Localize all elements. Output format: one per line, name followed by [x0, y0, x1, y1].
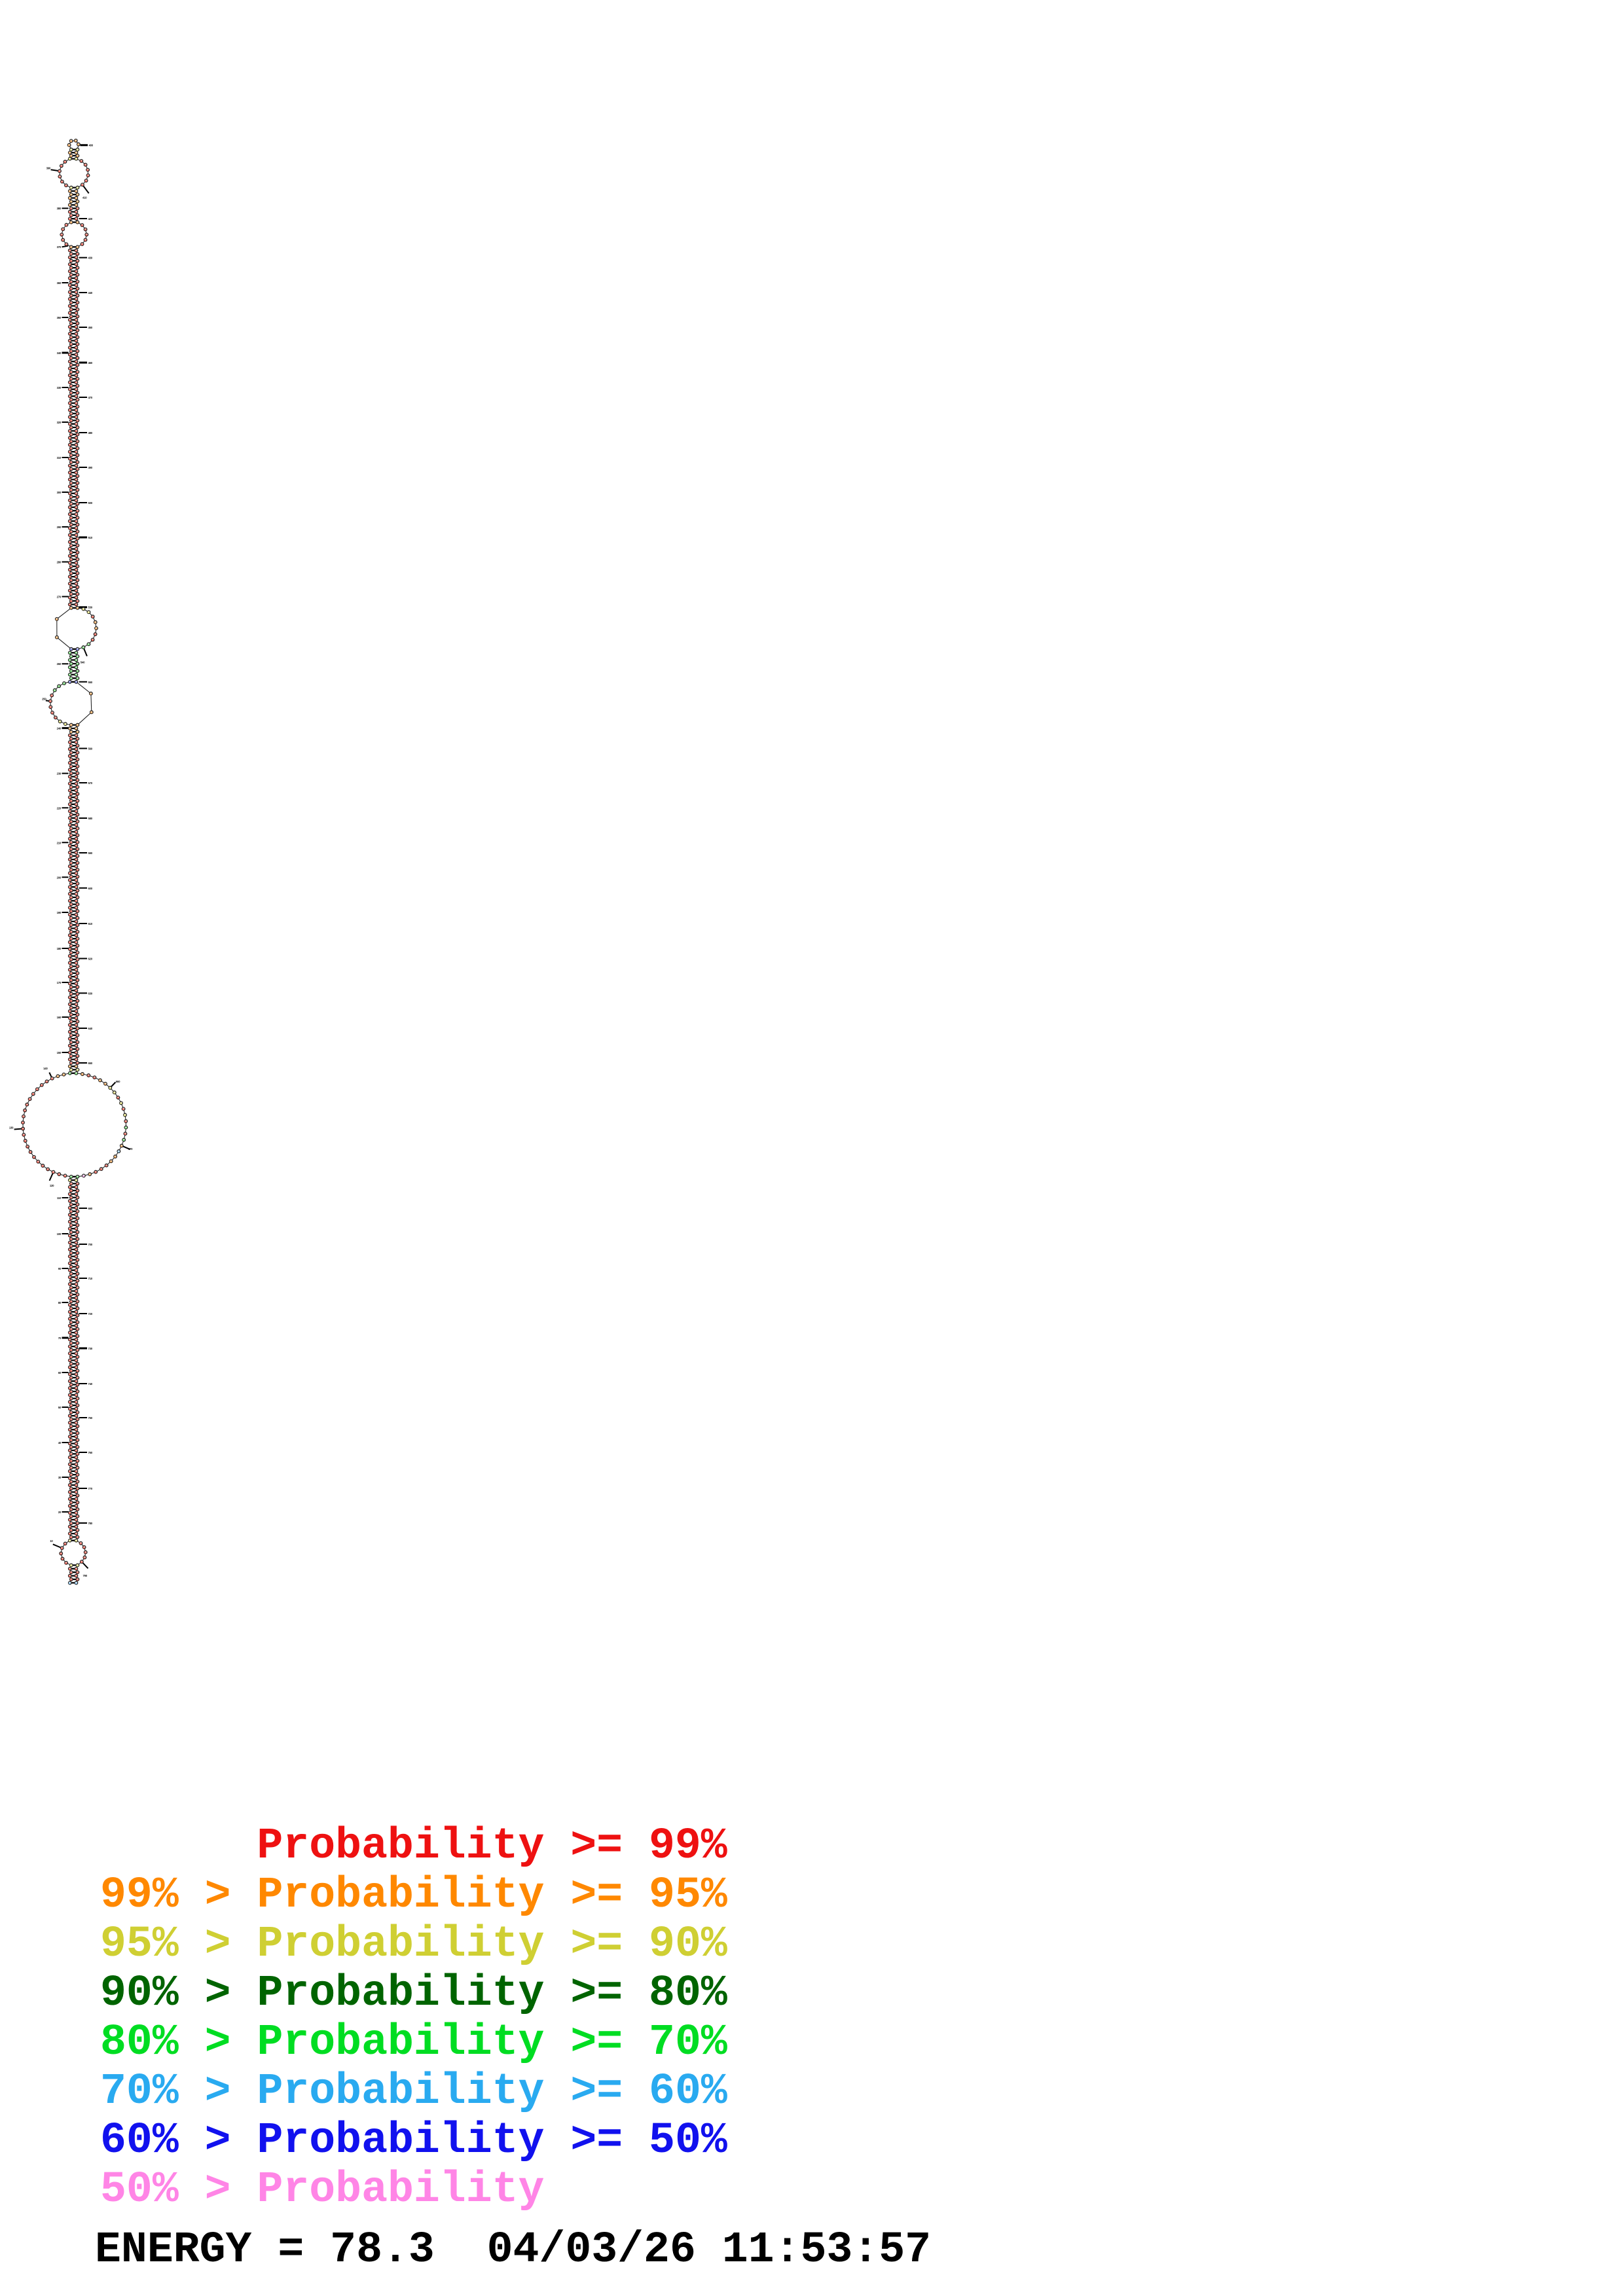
svg-text:90% > Probability >= 80%: 90% > Probability >= 80%	[100, 1969, 727, 2018]
svg-text:450: 450	[88, 326, 93, 329]
svg-text:720: 720	[88, 1312, 93, 1316]
svg-text:320: 320	[57, 421, 62, 424]
svg-text:670: 670	[128, 1147, 133, 1151]
svg-text:70: 70	[58, 1336, 62, 1340]
svg-text:420: 420	[88, 217, 93, 221]
svg-text:170: 170	[57, 981, 62, 984]
svg-text:650: 650	[88, 1062, 93, 1065]
svg-text:300: 300	[57, 491, 62, 494]
svg-text:540: 540	[81, 661, 85, 664]
svg-text:400: 400	[89, 144, 94, 147]
svg-text:500: 500	[88, 501, 93, 505]
svg-text:360: 360	[57, 281, 62, 285]
svg-text:430: 430	[88, 257, 93, 260]
svg-text:50: 50	[58, 1406, 62, 1409]
svg-text:290: 290	[57, 526, 62, 529]
svg-text:99% > Probability >= 95%: 99% > Probability >= 95%	[100, 1871, 727, 1920]
svg-text:130: 130	[9, 1126, 14, 1130]
svg-text:790: 790	[83, 1574, 88, 1577]
svg-text:90: 90	[58, 1267, 62, 1270]
svg-text:260: 260	[57, 662, 62, 666]
svg-text:330: 330	[57, 386, 62, 389]
svg-text:180: 180	[57, 947, 62, 950]
svg-text:480: 480	[88, 431, 93, 435]
svg-text:210: 210	[57, 841, 62, 844]
svg-text:100: 100	[57, 1232, 62, 1236]
svg-text:310: 310	[57, 456, 62, 459]
svg-text:280: 280	[57, 561, 62, 564]
svg-text:390: 390	[46, 167, 51, 170]
svg-text:40: 40	[58, 1441, 62, 1444]
svg-text:460: 460	[88, 361, 93, 365]
svg-text:440: 440	[88, 291, 93, 295]
svg-text:20: 20	[58, 1511, 62, 1514]
svg-text:340: 340	[57, 351, 62, 355]
svg-text:690: 690	[88, 1207, 93, 1210]
svg-text:560: 560	[88, 747, 93, 751]
svg-text:70% > Probability >= 60%: 70% > Probability >= 60%	[100, 2067, 727, 2116]
svg-text:ENERGY = 78.3 04/03/26 11:53:: ENERGY = 78.3 04/03/26 11:53:57	[95, 2225, 931, 2274]
svg-text:350: 350	[57, 316, 62, 319]
svg-text:600: 600	[88, 887, 93, 890]
svg-text:200: 200	[57, 876, 62, 879]
svg-text:410: 410	[82, 196, 87, 200]
svg-text:760: 760	[88, 1451, 93, 1454]
svg-text:150: 150	[57, 1051, 62, 1054]
svg-text:250: 250	[42, 698, 46, 701]
svg-text:10: 10	[50, 1539, 53, 1543]
svg-text:95% > Probability >= 90%: 95% > Probability >= 90%	[100, 1920, 727, 1969]
svg-text:120: 120	[50, 1184, 54, 1187]
svg-text:750: 750	[88, 1416, 93, 1420]
svg-text:570: 570	[88, 781, 93, 785]
svg-text:60: 60	[58, 1371, 62, 1374]
svg-text:610: 610	[88, 922, 93, 925]
svg-text:160: 160	[57, 1016, 62, 1019]
svg-text:140: 140	[43, 1067, 48, 1070]
svg-text:270: 270	[57, 596, 62, 599]
svg-text:620: 620	[88, 958, 93, 961]
svg-text:550: 550	[88, 681, 93, 684]
svg-text:780: 780	[88, 1522, 93, 1525]
svg-text:370: 370	[57, 245, 62, 249]
svg-text:240: 240	[57, 726, 62, 730]
svg-text:640: 640	[88, 1027, 93, 1030]
svg-text:Probability >= 99%: Probability >= 99%	[257, 1821, 727, 1871]
svg-text:380: 380	[57, 207, 62, 210]
svg-text:470: 470	[88, 396, 93, 399]
svg-text:590: 590	[88, 852, 93, 855]
svg-text:110: 110	[57, 1196, 62, 1200]
svg-text:730: 730	[88, 1347, 93, 1350]
svg-text:510: 510	[88, 536, 93, 539]
svg-text:740: 740	[88, 1382, 93, 1386]
svg-text:230: 230	[57, 772, 62, 776]
svg-text:60% > Probability >= 50%: 60% > Probability >= 50%	[100, 2116, 727, 2165]
svg-text:80% > Probability >= 70%: 80% > Probability >= 70%	[100, 2018, 727, 2067]
svg-text:530: 530	[88, 606, 93, 609]
svg-text:710: 710	[88, 1277, 93, 1280]
svg-text:770: 770	[88, 1487, 93, 1490]
svg-text:190: 190	[57, 911, 62, 914]
svg-text:30: 30	[58, 1476, 62, 1479]
svg-text:700: 700	[88, 1243, 93, 1246]
svg-text:220: 220	[57, 806, 62, 810]
svg-text:660: 660	[116, 1080, 120, 1083]
svg-text:50% > Probability: 50% > Probability	[100, 2165, 544, 2214]
svg-text:80: 80	[58, 1301, 62, 1304]
svg-text:580: 580	[88, 817, 93, 820]
svg-text:490: 490	[88, 466, 93, 469]
svg-text:630: 630	[88, 992, 93, 995]
